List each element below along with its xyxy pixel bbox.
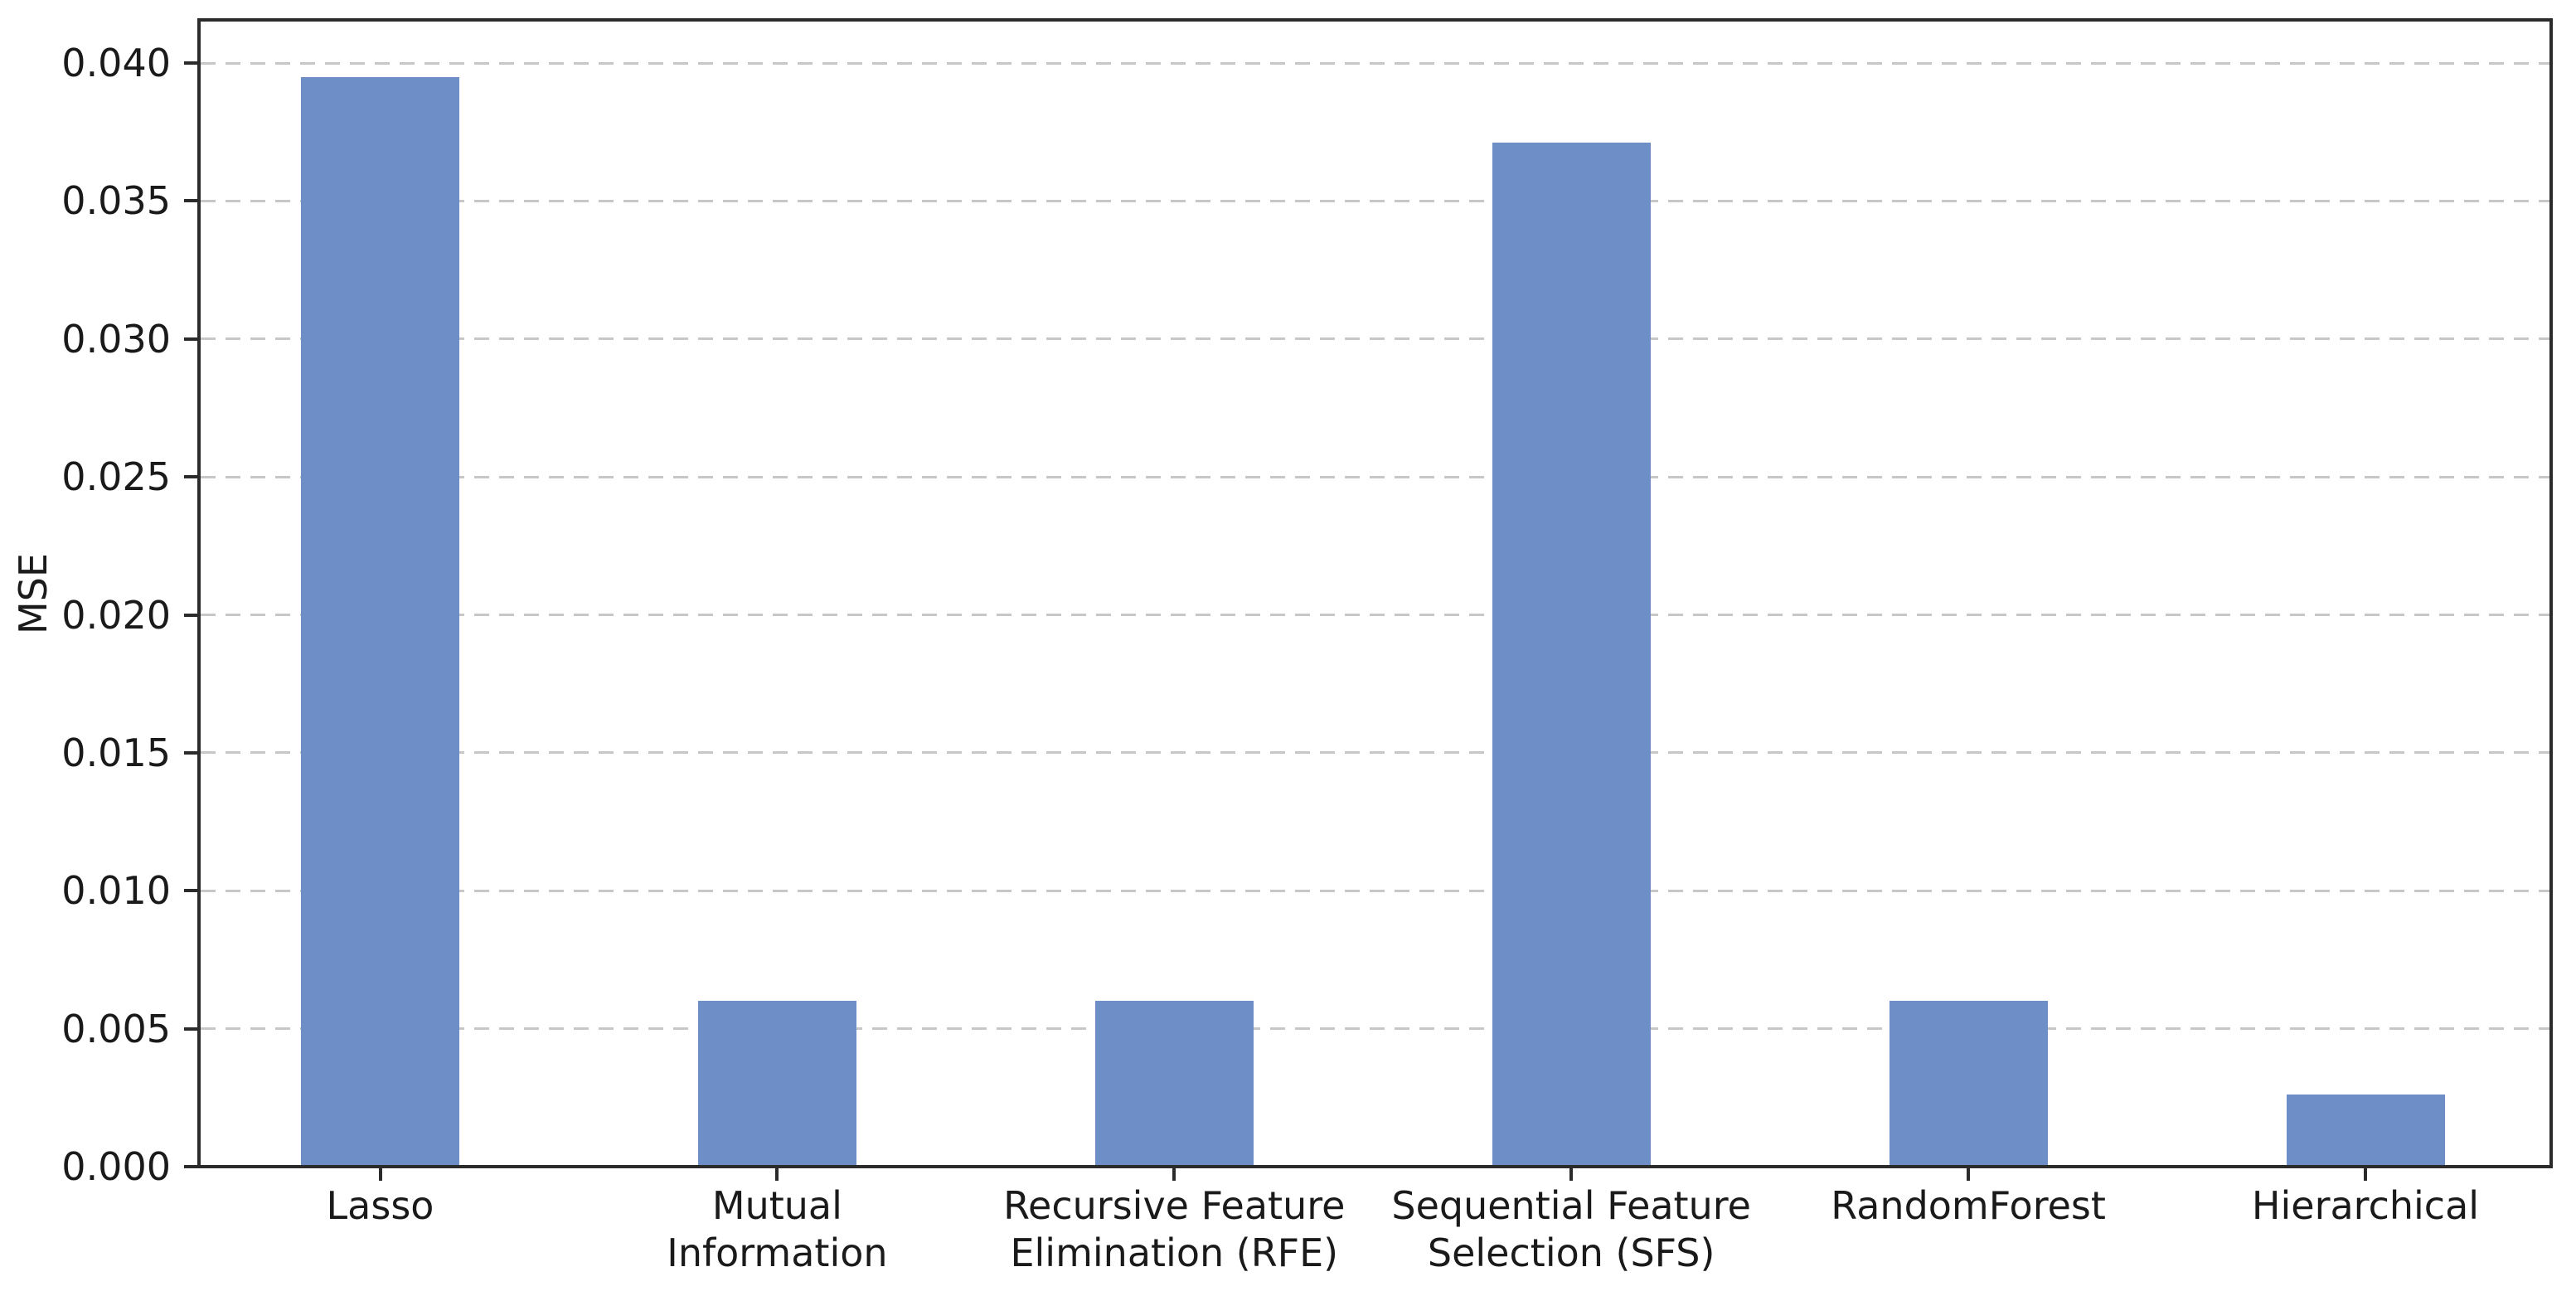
left-spine xyxy=(197,18,201,1168)
y-tick-mark-0.005 xyxy=(184,1027,197,1031)
y-tick-label-0.020: 0.020 xyxy=(61,592,171,638)
y-tick-mark-0.040 xyxy=(184,61,197,65)
bar-lasso xyxy=(301,77,459,1165)
y-tick-mark-0.035 xyxy=(184,199,197,203)
y-tick-mark-0.025 xyxy=(184,475,197,479)
bar-sequential-feature xyxy=(1492,143,1651,1165)
y-tick-mark-0.030 xyxy=(184,337,197,341)
gridline-0.015 xyxy=(201,751,2549,755)
gridline-0.010 xyxy=(201,889,2549,892)
y-tick-label-0.000: 0.000 xyxy=(61,1144,171,1189)
y-tick-mark-0.010 xyxy=(184,889,197,893)
bar-recursive-feature xyxy=(1095,1001,1254,1165)
gridline-0.030 xyxy=(201,337,2549,341)
y-tick-label-0.010: 0.010 xyxy=(61,868,171,914)
x-tick-label-1: Mutual Information xyxy=(667,1183,888,1275)
gridline-0.020 xyxy=(201,614,2549,616)
gridline-0.035 xyxy=(201,199,2549,202)
y-tick-label-0.025: 0.025 xyxy=(61,454,171,500)
y-tick-label-0.030: 0.030 xyxy=(61,316,171,362)
x-tick-label-0: Lasso xyxy=(326,1183,434,1228)
x-tick-label-3: Sequential Feature Selection (SFS) xyxy=(1391,1183,1751,1275)
x-tick-label-5: Hierarchical xyxy=(2251,1183,2480,1228)
y-tick-mark-0.015 xyxy=(184,750,197,755)
bottom-spine xyxy=(197,1165,2553,1168)
bar-hierarchical xyxy=(2287,1095,2445,1165)
gridline-0.005 xyxy=(201,1027,2549,1031)
y-tick-mark-0.000 xyxy=(184,1165,197,1168)
y-tick-label-0.015: 0.015 xyxy=(61,730,171,775)
gridline-0.025 xyxy=(201,475,2549,478)
x-tick-mark-4 xyxy=(1967,1168,1971,1181)
x-tick-label-4: RandomForest xyxy=(1831,1183,2106,1228)
gridline-0.040 xyxy=(201,61,2549,65)
y-tick-label-0.035: 0.035 xyxy=(61,178,171,224)
x-tick-mark-0 xyxy=(378,1168,382,1181)
y-tick-label-0.005: 0.005 xyxy=(61,1006,171,1051)
bar-mutual xyxy=(698,1001,856,1165)
top-spine xyxy=(197,18,2553,22)
y-tick-label-0.040: 0.040 xyxy=(61,41,171,85)
y-tick-mark-0.020 xyxy=(184,613,197,617)
x-tick-mark-5 xyxy=(2364,1168,2367,1181)
x-tick-mark-2 xyxy=(1172,1168,1176,1181)
right-spine xyxy=(2549,18,2553,1168)
x-tick-mark-3 xyxy=(1569,1168,1574,1181)
bar-randomforest xyxy=(1890,1001,2048,1165)
x-tick-mark-1 xyxy=(775,1168,779,1181)
x-tick-label-2: Recursive Feature Elimination (RFE) xyxy=(1003,1183,1346,1275)
